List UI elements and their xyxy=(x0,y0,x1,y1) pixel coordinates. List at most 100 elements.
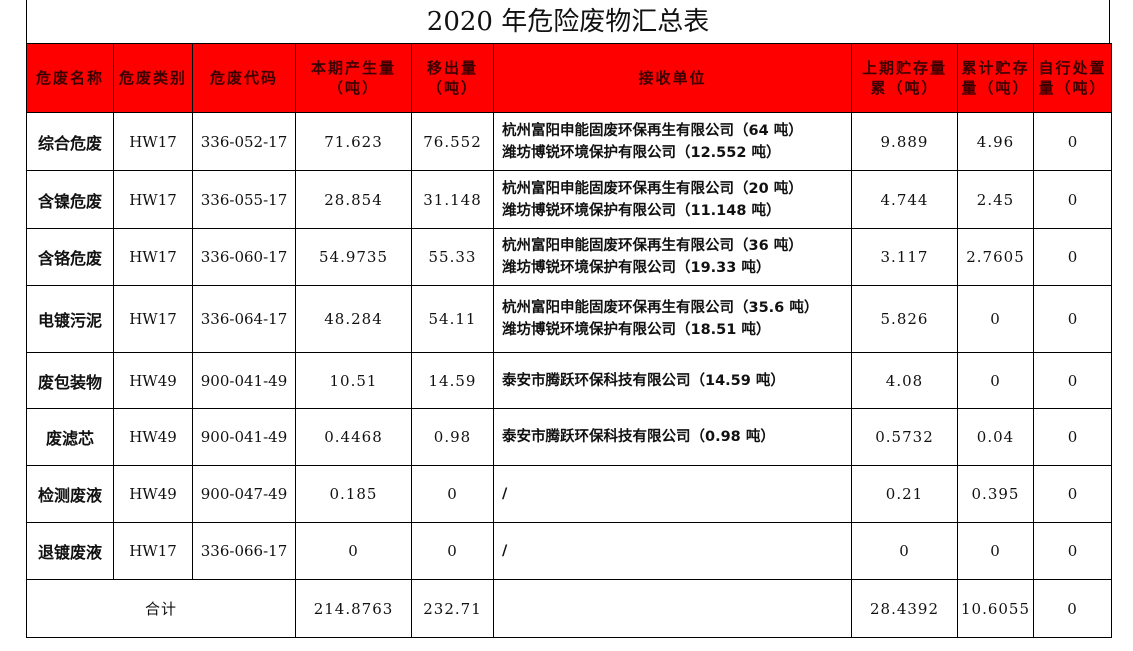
cell-receiver: 杭州富阳申能固废环保再生有限公司（36 吨） 潍坊博锐环境保护有限公司（19.33… xyxy=(493,228,852,286)
header-prev-storage: 上期贮存量累（吨） xyxy=(851,43,958,113)
cell-produced: 28.854 xyxy=(295,170,412,229)
cell-name: 检测废液 xyxy=(26,465,114,523)
table-row: 综合危废 HW17 336-052-17 71.623 76.552 杭州富阳申能固废环保… xyxy=(26,112,1112,171)
total-self-disposal: 0 xyxy=(1033,579,1112,638)
hazardous-waste-summary-table: 危废名称 危废类别 危废代码 本期产生量（吨） 移出量（吨） 接收单位 上期贮存量累（吨）累… xyxy=(26,43,1112,638)
cell-code: 900-041-49 xyxy=(192,408,296,466)
cell-self-disposal: 0 xyxy=(1033,522,1112,580)
header-code: 危废代码 xyxy=(192,43,296,113)
receiver-line: 潍坊博锐环境保护有限公司（18.51 吨） xyxy=(502,322,771,338)
cell-cumulative-storage: 2.7605 xyxy=(957,228,1034,286)
cell-cumulative-storage: 4.96 xyxy=(957,112,1034,171)
cell-name: 综合危废 xyxy=(26,112,114,171)
receiver-line: 泰安市腾跃环保科技有限公司（0.98 吨） xyxy=(502,429,775,445)
cell-code: 336-066-17 xyxy=(192,522,296,580)
cell-removed: 0 xyxy=(411,522,494,580)
header-category: 危废类别 xyxy=(113,43,193,113)
cell-cumulative-storage: 0 xyxy=(957,352,1034,409)
cell-code: 336-055-17 xyxy=(192,170,296,229)
table-row: 废包装物 HW49 900-041-49 10.51 14.59 泰安市腾跃环保科技有限公… xyxy=(26,352,1112,409)
cell-code: 900-041-49 xyxy=(192,352,296,409)
header-produced: 本期产生量（吨） xyxy=(295,43,412,113)
header-row: 危废名称 危废类别 危废代码 本期产生量（吨） 移出量（吨） 接收单位 上期贮存量累（吨）累… xyxy=(26,43,1112,113)
cell-removed: 31.148 xyxy=(411,170,494,229)
cell-receiver: 杭州富阳申能固废环保再生有限公司（64 吨） 潍坊博锐环境保护有限公司（12.55… xyxy=(493,112,852,171)
cell-produced: 0.4468 xyxy=(295,408,412,466)
receiver-line: 杭州富阳申能固废环保再生有限公司（36 吨） xyxy=(502,238,803,254)
cell-prev-storage: 4.08 xyxy=(851,352,958,409)
cell-prev-storage: 0 xyxy=(851,522,958,580)
cell-cumulative-storage: 0 xyxy=(957,522,1034,580)
cell-receiver: / xyxy=(493,465,852,523)
cell-category: HW17 xyxy=(113,285,193,353)
receiver-line: 潍坊博锐环境保护有限公司（11.148 吨） xyxy=(502,202,781,219)
cell-produced: 0 xyxy=(295,522,412,580)
cell-produced: 54.9735 xyxy=(295,228,412,286)
cell-removed: 54.11 xyxy=(411,285,494,353)
cell-name: 废滤芯 xyxy=(26,408,114,466)
cell-receiver: 泰安市腾跃环保科技有限公司（14.59 吨） xyxy=(493,352,852,409)
cell-removed: 14.59 xyxy=(411,352,494,409)
cell-produced: 10.51 xyxy=(295,352,412,409)
table-row: 检测废液 HW49 900-047-49 0.185 0/0.21 0.395 0 xyxy=(26,465,1112,523)
cell-produced: 71.623 xyxy=(295,112,412,171)
cell-category: HW17 xyxy=(113,228,193,286)
cell-receiver: 杭州富阳申能固废环保再生有限公司（20 吨） 潍坊博锐环境保护有限公司（11.14… xyxy=(493,170,852,229)
table-row: 电镀污泥 HW17 336-064-17 48.284 54.11 杭州富阳申能固废环保再… xyxy=(26,285,1112,353)
cell-category: HW49 xyxy=(113,408,193,466)
cell-self-disposal: 0 xyxy=(1033,465,1112,523)
total-row: 合计 214.8763 232.71 28.4392 10.6055 0 xyxy=(26,579,1112,638)
table-row: 含铬危废 HW17 336-060-17 54.9735 55.33 杭州富阳申能固废环保… xyxy=(26,228,1112,286)
cell-category: HW49 xyxy=(113,465,193,523)
cell-receiver: 杭州富阳申能固废环保再生有限公司（35.6 吨） 潍坊博锐环境保护有限公司（18.… xyxy=(493,285,852,353)
receiver-line: / xyxy=(502,486,508,502)
receiver-line: 泰安市腾跃环保科技有限公司（14.59 吨） xyxy=(502,372,785,389)
cell-code: 900-047-49 xyxy=(192,465,296,523)
cell-name: 含镍危废 xyxy=(26,170,114,229)
cell-category: HW17 xyxy=(113,170,193,229)
total-prev-storage: 28.4392 xyxy=(851,579,958,638)
header-cumulative-storage: 累计贮存量（吨） xyxy=(957,43,1034,113)
cell-self-disposal: 0 xyxy=(1033,228,1112,286)
table-title: 2020 年危险废物汇总表 xyxy=(26,0,1110,43)
cell-prev-storage: 5.826 xyxy=(851,285,958,353)
cell-self-disposal: 0 xyxy=(1033,170,1112,229)
cell-self-disposal: 0 xyxy=(1033,285,1112,353)
table-row: 退镀废液 HW17 336-066-17 0 0/0 0 0 xyxy=(26,522,1112,580)
cell-name: 退镀废液 xyxy=(26,522,114,580)
receiver-line: 潍坊博锐环境保护有限公司（19.33 吨） xyxy=(502,260,771,276)
header-removed: 移出量（吨） xyxy=(411,43,494,113)
cell-name: 电镀污泥 xyxy=(26,285,114,353)
receiver-line: 杭州富阳申能固废环保再生有限公司（64 吨） xyxy=(502,122,803,139)
cell-produced: 0.185 xyxy=(295,465,412,523)
cell-produced: 48.284 xyxy=(295,285,412,353)
table-row: 废滤芯 HW49 900-041-49 0.4468 0.98 泰安市腾跃环保科技有限公司… xyxy=(26,408,1112,466)
cell-receiver: / xyxy=(493,522,852,580)
cell-prev-storage: 9.889 xyxy=(851,112,958,171)
cell-receiver: 泰安市腾跃环保科技有限公司（0.98 吨） xyxy=(493,408,852,466)
header-receiver: 接收单位 xyxy=(493,43,852,113)
receiver-line: 杭州富阳申能固废环保再生有限公司（20 吨） xyxy=(502,180,803,197)
cell-self-disposal: 0 xyxy=(1033,352,1112,409)
receiver-line: 杭州富阳申能固废环保再生有限公司（35.6 吨） xyxy=(502,300,819,316)
cell-prev-storage: 0.5732 xyxy=(851,408,958,466)
cell-name: 废包装物 xyxy=(26,352,114,409)
header-name: 危废名称 xyxy=(26,43,114,113)
receiver-line: / xyxy=(502,543,508,559)
cell-category: HW17 xyxy=(113,112,193,171)
cell-prev-storage: 0.21 xyxy=(851,465,958,523)
cell-code: 336-064-17 xyxy=(192,285,296,353)
cell-name: 含铬危废 xyxy=(26,228,114,286)
cell-category: HW17 xyxy=(113,522,193,580)
cell-prev-storage: 3.117 xyxy=(851,228,958,286)
cell-prev-storage: 4.744 xyxy=(851,170,958,229)
cell-self-disposal: 0 xyxy=(1033,112,1112,171)
cell-category: HW49 xyxy=(113,352,193,409)
cell-self-disposal: 0 xyxy=(1033,408,1112,466)
total-cumulative-storage: 10.6055 xyxy=(957,579,1034,638)
cell-removed: 0 xyxy=(411,465,494,523)
total-removed: 232.71 xyxy=(411,579,494,638)
header-self-disposal: 自行处置量（吨） xyxy=(1033,43,1112,113)
cell-cumulative-storage: 0 xyxy=(957,285,1034,353)
total-produced: 214.8763 xyxy=(295,579,412,638)
